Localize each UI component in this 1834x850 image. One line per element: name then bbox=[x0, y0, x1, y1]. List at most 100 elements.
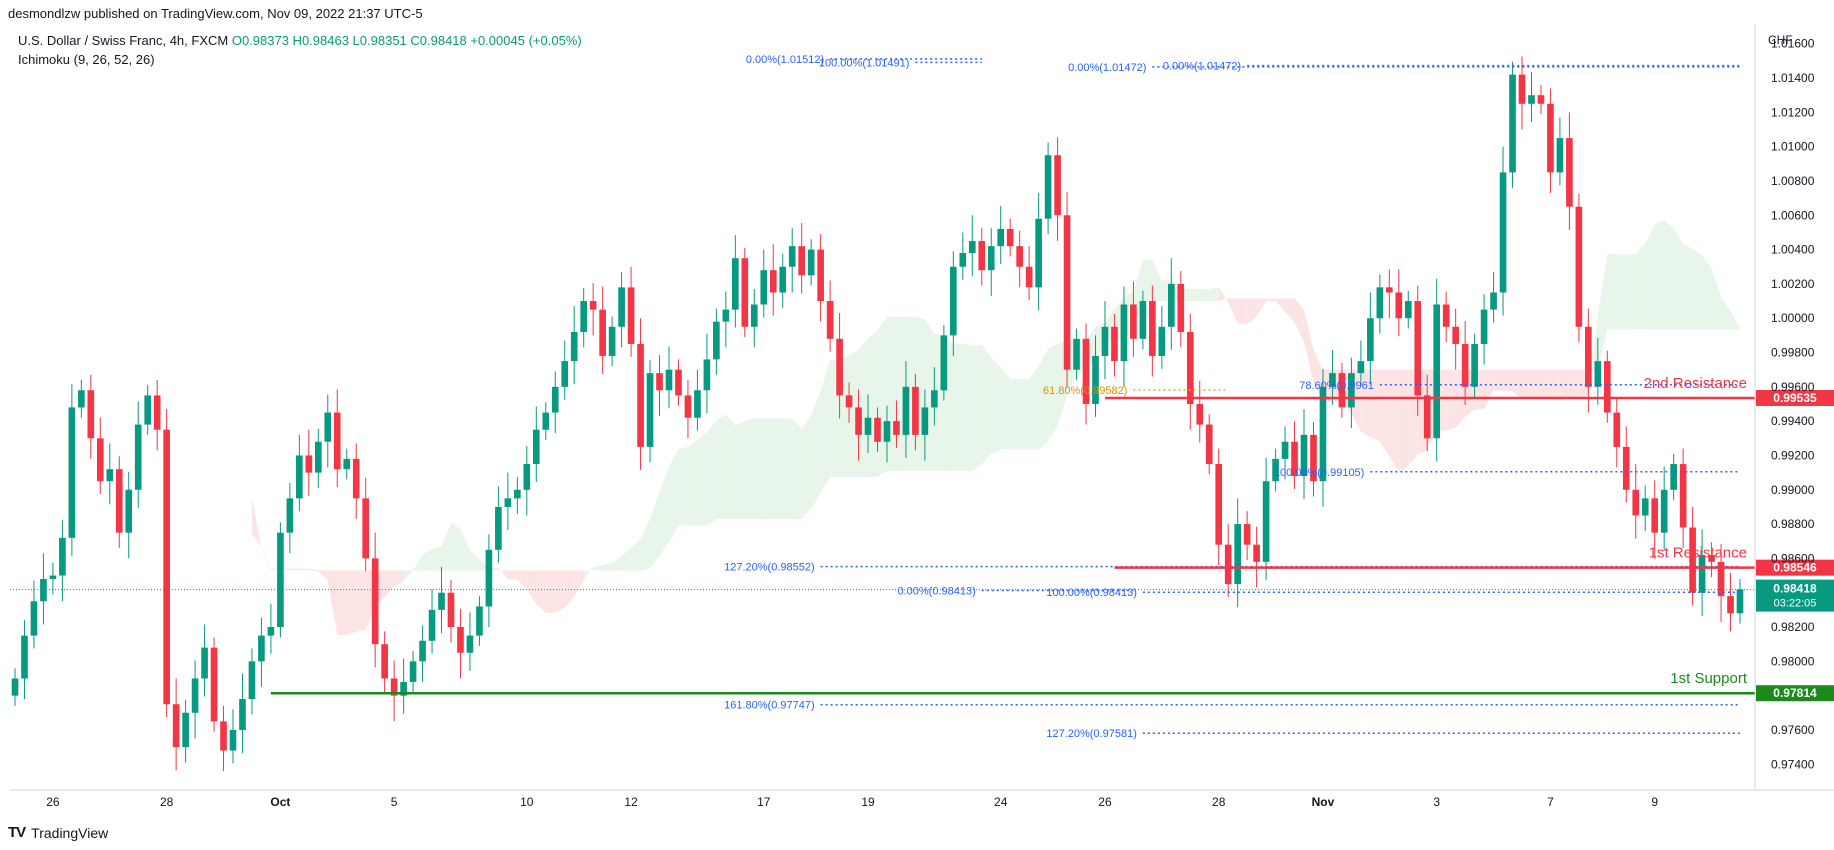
cloud-segment bbox=[849, 349, 859, 477]
candle-body bbox=[49, 575, 57, 579]
candle-body bbox=[750, 304, 758, 327]
cloud-segment bbox=[706, 420, 717, 526]
cloud-segment bbox=[394, 570, 404, 587]
cloud-segment bbox=[1635, 243, 1646, 330]
x-tick-label: 7 bbox=[1547, 795, 1554, 809]
cloud-segment bbox=[631, 539, 641, 571]
y-tick-label: 1.01000 bbox=[1771, 140, 1815, 154]
price-axis: 1.01600 1.01400 1.01200 1.01000 1.00800 1.006… bbox=[1754, 24, 1815, 790]
ichimoku-cloud bbox=[251, 220, 1740, 635]
cloud-segment bbox=[981, 344, 992, 465]
candle-body bbox=[978, 241, 986, 271]
cloud-segment bbox=[1209, 287, 1219, 302]
candle-body bbox=[191, 678, 199, 713]
candle-body bbox=[1243, 524, 1251, 545]
candle-body bbox=[1338, 373, 1346, 408]
candle-body bbox=[352, 458, 360, 499]
cloud-segment bbox=[1512, 369, 1523, 400]
candle-body bbox=[1101, 326, 1109, 356]
candle-body bbox=[1044, 155, 1052, 219]
candle-body bbox=[1622, 446, 1630, 490]
cloud-segment bbox=[773, 418, 783, 519]
cloud-segment bbox=[1029, 366, 1039, 450]
candle-body bbox=[1319, 386, 1327, 482]
candle-body bbox=[1149, 301, 1156, 356]
candle-body bbox=[258, 635, 265, 662]
candle-body bbox=[428, 609, 436, 641]
candle-body bbox=[1054, 155, 1061, 216]
indicator-legend[interactable]: Ichimoku (9, 26, 52, 26) bbox=[18, 52, 155, 67]
candle-body bbox=[1186, 331, 1194, 404]
candle-body bbox=[220, 721, 227, 751]
candle-body bbox=[324, 412, 332, 442]
candle-body bbox=[1556, 138, 1564, 173]
cloud-segment bbox=[659, 466, 669, 556]
level-name: 2nd Resistance bbox=[1644, 375, 1747, 392]
cloud-segment bbox=[1218, 287, 1229, 303]
candle-body bbox=[912, 386, 919, 435]
candle-body bbox=[296, 455, 303, 499]
candle-body bbox=[1509, 74, 1516, 173]
support-resistance-levels: 2nd Resistance 0.99535 1st Resistance 0.985… bbox=[10, 375, 1834, 702]
cloud-segment bbox=[953, 343, 963, 471]
cloud-segment bbox=[1237, 298, 1248, 324]
candle-body bbox=[1641, 498, 1649, 516]
cloud-segment bbox=[678, 446, 688, 526]
candle-body bbox=[874, 417, 881, 442]
ohlc-values: O0.98373 H0.98463 L0.98351 C0.98418 +0.0… bbox=[231, 33, 582, 48]
cloud-segment bbox=[877, 316, 887, 477]
candle-body bbox=[1035, 218, 1042, 288]
candle-body bbox=[106, 469, 114, 482]
cloud-segment bbox=[1673, 228, 1684, 330]
candle-body bbox=[1708, 554, 1715, 562]
candle-body bbox=[684, 395, 692, 418]
x-tick-label: 26 bbox=[46, 795, 60, 809]
y-tick-label: 0.98200 bbox=[1771, 620, 1815, 634]
cloud-segment bbox=[1199, 289, 1210, 302]
fib-label: 100.00%(1.01491) bbox=[819, 57, 910, 69]
cloud-segment bbox=[299, 568, 309, 570]
candle-body bbox=[608, 326, 616, 356]
candle-body bbox=[1518, 74, 1526, 104]
fib-label: 0.00%(0.98413) bbox=[897, 585, 975, 597]
candle-body bbox=[267, 627, 275, 636]
footer-brand[interactable]: TV TradingView bbox=[8, 824, 108, 841]
cloud-segment bbox=[1389, 369, 1399, 472]
candle-body bbox=[134, 424, 142, 490]
cloud-segment bbox=[1607, 254, 1617, 330]
candle-body bbox=[400, 681, 407, 696]
cloud-segment bbox=[868, 330, 878, 477]
cloud-segment bbox=[716, 414, 726, 519]
cloud-segment bbox=[583, 566, 594, 580]
cloud-segment bbox=[574, 570, 584, 597]
cloud-segment bbox=[1616, 254, 1627, 330]
candle-body bbox=[1272, 458, 1279, 482]
candle-body bbox=[277, 532, 284, 628]
candle-body bbox=[1196, 403, 1204, 425]
cloud-segment bbox=[858, 338, 869, 477]
candle-body bbox=[78, 390, 85, 408]
candle-body bbox=[893, 421, 900, 435]
candle-body bbox=[779, 266, 787, 293]
candle-body bbox=[21, 635, 28, 679]
candle-body bbox=[1698, 554, 1706, 593]
candle-body bbox=[466, 635, 474, 653]
candle-body bbox=[1168, 283, 1175, 327]
candle-body bbox=[855, 407, 862, 435]
cloud-segment bbox=[886, 316, 897, 471]
candle-body bbox=[1575, 206, 1583, 327]
fib-label: 161.80%(0.97747) bbox=[724, 700, 815, 712]
candle-body bbox=[1442, 304, 1450, 327]
cloud-segment bbox=[413, 554, 423, 571]
cloud-segment bbox=[1597, 254, 1608, 370]
candle-body bbox=[30, 601, 38, 636]
y-tick-label: 1.00400 bbox=[1771, 243, 1815, 257]
candle-body bbox=[476, 606, 483, 636]
candle-body bbox=[741, 258, 749, 327]
candle-body bbox=[542, 412, 550, 430]
candle-body bbox=[580, 301, 587, 332]
candle-body bbox=[637, 343, 644, 447]
candle-body bbox=[760, 270, 768, 305]
y-tick-label: 1.01600 bbox=[1771, 37, 1815, 51]
